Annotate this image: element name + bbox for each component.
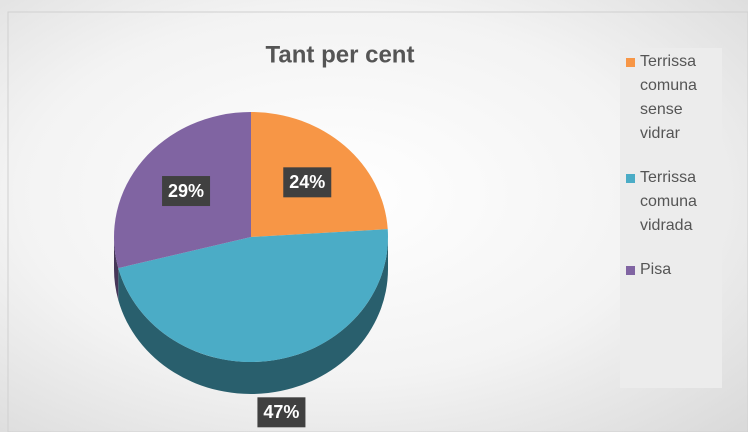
slice-side	[114, 237, 119, 301]
legend-label: Terrissa comuna sense vidrar	[640, 53, 697, 142]
legend-swatch	[626, 174, 635, 183]
legend: Terrissa comuna sense vidrar Terrissa com…	[620, 48, 722, 388]
legend-item: Terrissa comuna vidrada	[626, 166, 716, 238]
legend-swatch	[626, 266, 635, 275]
chart-border	[7, 11, 748, 432]
slice-side	[118, 237, 388, 395]
legend-swatch	[626, 58, 635, 67]
slice	[118, 229, 389, 363]
legend-item: Pisa	[626, 258, 716, 282]
legend-label: Terrissa comuna vidrada	[640, 169, 697, 234]
legend-item: Terrissa comuna sense vidrar	[626, 50, 716, 146]
data-label: 24%	[289, 172, 325, 192]
chart-title: Tant per cent	[266, 41, 415, 68]
data-label-box	[283, 167, 332, 198]
data-label-box	[162, 176, 211, 207]
data-label: 47%	[263, 402, 299, 422]
legend-label: Pisa	[640, 261, 672, 278]
data-label: 29%	[168, 181, 204, 201]
data-label-box	[257, 397, 306, 428]
